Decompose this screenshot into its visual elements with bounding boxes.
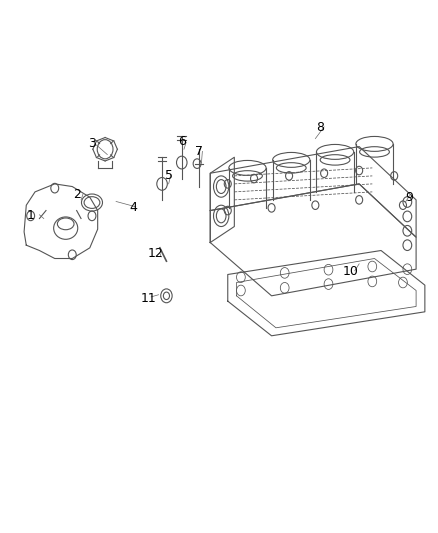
Text: 12: 12	[148, 247, 163, 260]
Text: 11: 11	[141, 292, 157, 305]
Text: 8: 8	[316, 122, 324, 134]
Text: 1: 1	[27, 209, 35, 222]
Text: 3: 3	[88, 138, 96, 150]
Text: 5: 5	[165, 169, 173, 182]
Text: 2: 2	[73, 188, 81, 201]
Text: 9: 9	[406, 191, 413, 204]
Text: 4: 4	[130, 201, 138, 214]
Text: 10: 10	[343, 265, 358, 278]
Text: 7: 7	[195, 146, 203, 158]
Text: 6: 6	[178, 135, 186, 148]
